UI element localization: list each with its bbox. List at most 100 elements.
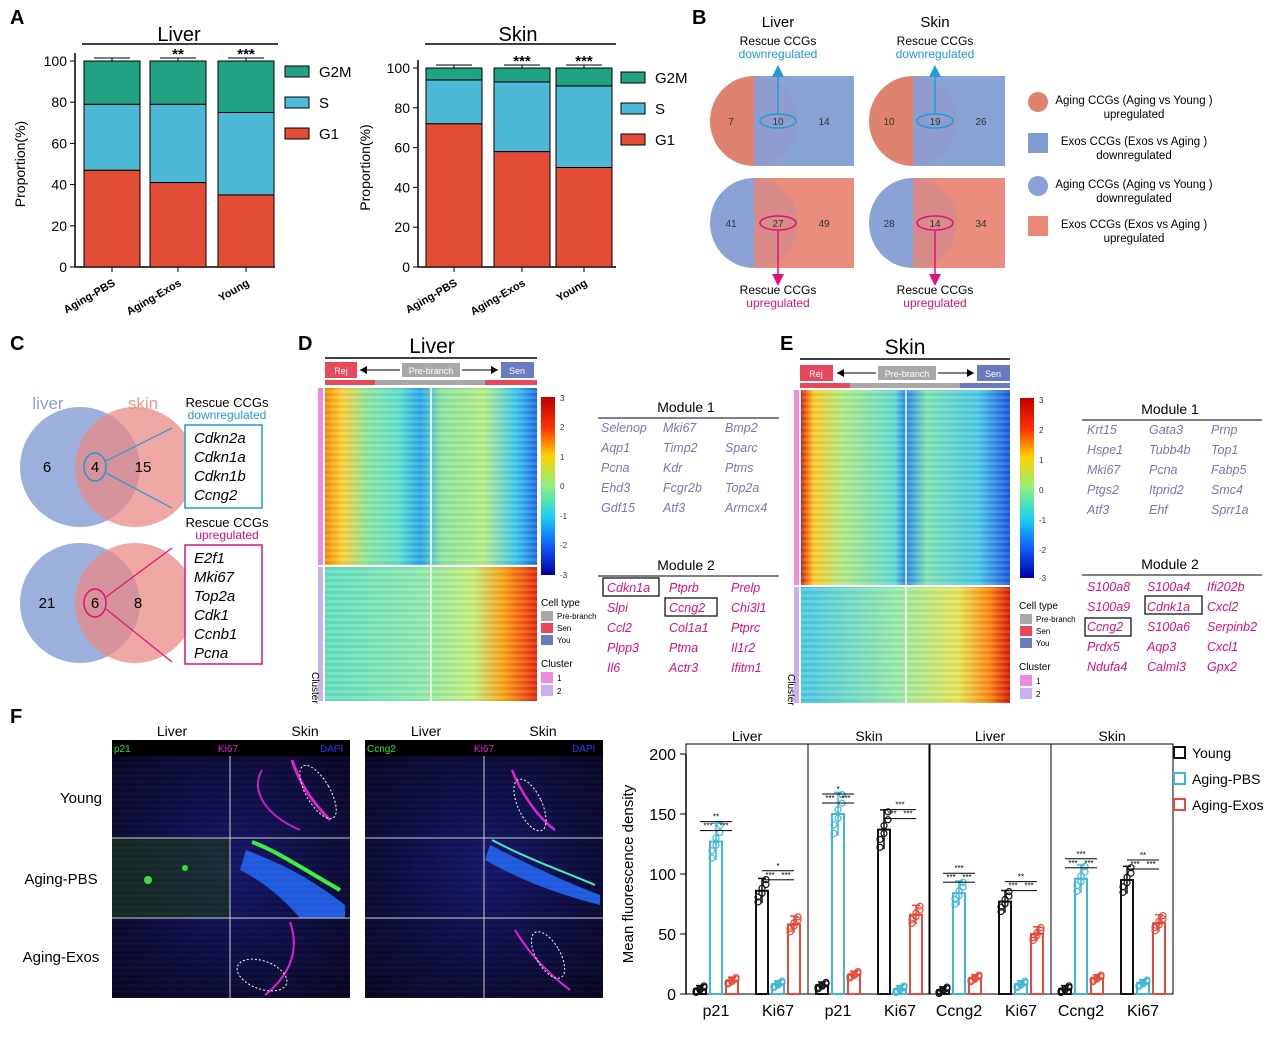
data-point <box>758 884 766 892</box>
legend-swatch <box>284 96 310 109</box>
bar-segment-g2m <box>83 60 141 105</box>
data-point <box>1073 882 1081 890</box>
legend-swatch <box>284 65 310 78</box>
gene-name: Tubb4b <box>1149 443 1191 457</box>
significance-mark: *** <box>825 794 834 803</box>
significance-mark: *** <box>719 822 728 831</box>
gene-name: Ehf <box>1149 503 1169 517</box>
venn-overlap <box>913 178 957 268</box>
data-point <box>880 822 888 830</box>
x-tick-label: Ki67 <box>762 1003 794 1020</box>
legend-swatch <box>620 71 646 84</box>
data-point <box>1077 872 1085 880</box>
celltype-strip <box>960 383 1010 388</box>
gene-box-title: Rescue CCGs <box>185 395 269 410</box>
bar-segment-s <box>493 81 551 153</box>
legend-swatch <box>1020 688 1032 699</box>
panel-e: E Skin Rej Pre-branch Sen Cluster 3 2 1 … <box>780 333 1262 706</box>
colorbar <box>541 397 555 575</box>
legend-text: downregulated <box>1096 150 1171 162</box>
data-point <box>1143 976 1151 984</box>
highlight-box <box>1084 617 1132 637</box>
gene-name: Cdnk1a <box>1147 600 1190 614</box>
rej-box <box>800 365 833 381</box>
panel-label-c: C <box>10 333 24 355</box>
panel-d: D Liver Rej Pre-branch Sen Cluster 3 2 1 <box>298 333 779 704</box>
y-axis-label: Mean fluorescence density <box>620 784 637 963</box>
x-tick-label: Young <box>555 277 590 304</box>
subplot-frame <box>807 743 931 995</box>
x-tick-label: Aging-PBS <box>62 277 118 316</box>
data-point <box>1001 895 1009 903</box>
data-point <box>790 919 798 927</box>
data-point <box>876 843 884 851</box>
bar-segment-g2m <box>493 67 551 83</box>
bar-segment-g1 <box>555 167 613 268</box>
sen-box <box>501 362 534 378</box>
legend-text: Sen <box>557 624 571 633</box>
highlight-box <box>664 597 718 617</box>
gene-name: S100a9 <box>1087 600 1130 614</box>
legend-text: Aging-PBS <box>1192 771 1260 787</box>
colorbar-tick: 1 <box>1039 456 1044 465</box>
gene-name: Gpx2 <box>1207 660 1237 674</box>
stacked-chart-liver: Liver 0 20 40 60 80 100 Proportion(%) Aging-PBS A… <box>12 24 352 318</box>
column-label-skin: Skin <box>529 723 556 739</box>
rej-label: Rej <box>809 369 823 379</box>
data-point <box>975 971 983 979</box>
subplot-title: Liver <box>732 728 763 744</box>
gene-name: Aqp1 <box>600 441 630 455</box>
celltype-strip <box>850 383 960 388</box>
venn-square <box>913 76 1005 166</box>
gene-name: Ccng2 <box>1087 620 1123 634</box>
column-label-liver: Liver <box>411 723 442 739</box>
bar-segment-s <box>83 103 141 171</box>
data-point <box>1037 923 1045 932</box>
venn-square <box>913 178 1005 268</box>
panel-b: B Liver Skin Rescue CCGs downregulated R… <box>692 7 1213 310</box>
connector-line <box>105 427 173 462</box>
arrow-left-icon <box>837 369 844 377</box>
venn-circle-skin <box>75 407 195 527</box>
gene-name: Cxcl1 <box>1207 640 1238 654</box>
x-tick-label: Ki67 <box>1005 1003 1037 1020</box>
data-point <box>997 907 1005 916</box>
data-point <box>955 892 963 900</box>
venn-left-count: 21 <box>39 595 56 612</box>
data-point <box>794 913 802 921</box>
gene-name: Prdx5 <box>1087 640 1120 654</box>
y-tick-label: 80 <box>394 100 410 116</box>
significance-mark: * <box>776 862 779 871</box>
subplot-title: Skin <box>1098 728 1125 744</box>
sen-box <box>977 365 1010 381</box>
bar-segment-g1 <box>425 123 483 268</box>
channel-bar <box>112 740 350 756</box>
gene-name: Ndufa4 <box>1087 660 1127 674</box>
gene-name: Gdf15 <box>601 501 635 515</box>
data-point <box>1005 888 1013 896</box>
significance-mark: *** <box>1068 859 1077 868</box>
x-tick-label: Aging-Exos <box>469 277 528 318</box>
gene-name: Prnp <box>1211 423 1237 437</box>
gene-name: Actr3 <box>668 661 698 675</box>
data-point <box>1155 917 1163 926</box>
celltype-strip <box>375 380 485 385</box>
data-point <box>1081 862 1089 870</box>
module-title: Module 1 <box>657 399 715 415</box>
legend-swatch <box>620 102 646 115</box>
x-tick-label: Ccng2 <box>1058 1003 1104 1020</box>
gene-name: Armcx4 <box>724 501 767 515</box>
x-tick-label: Ki67 <box>884 1003 916 1020</box>
row-label-aging-pbs: Aging-PBS <box>24 871 97 888</box>
gene-name: Serpinb2 <box>1207 620 1257 634</box>
legend-text: G1 <box>319 126 339 143</box>
legend-text: 2 <box>1036 690 1041 699</box>
overlap-ring <box>83 452 107 482</box>
bar-aging-pbs <box>1074 877 1088 995</box>
group-legend: Young Aging-PBS Aging-Exos <box>1173 745 1264 813</box>
gene-name: Pcna <box>601 461 630 475</box>
legend-swatch <box>284 127 310 140</box>
legend-swatch <box>1020 638 1032 648</box>
significance-mark: *** <box>841 794 850 803</box>
connector-line <box>105 608 173 663</box>
